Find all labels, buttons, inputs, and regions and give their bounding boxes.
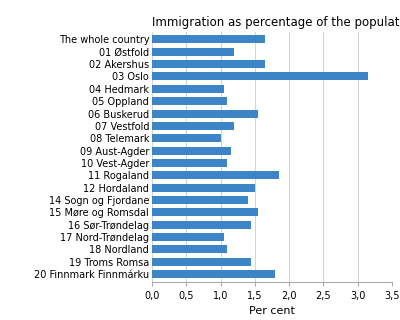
Bar — [152, 233, 224, 241]
Bar — [152, 85, 224, 93]
Bar — [152, 36, 265, 44]
Bar — [152, 208, 258, 216]
Bar — [152, 171, 279, 179]
Bar — [152, 258, 252, 266]
Bar — [152, 184, 255, 192]
Bar — [152, 196, 248, 204]
Bar — [152, 147, 231, 155]
Bar — [152, 245, 228, 253]
Bar — [152, 60, 265, 68]
Bar — [152, 109, 258, 117]
Bar — [152, 134, 220, 142]
Bar — [152, 97, 228, 105]
Bar — [152, 221, 252, 229]
Bar — [152, 122, 234, 130]
Bar — [152, 270, 276, 278]
Bar — [152, 72, 368, 81]
X-axis label: Per cent: Per cent — [249, 306, 295, 316]
Text: Immigration as percentage of the population. 2011: Immigration as percentage of the populat… — [152, 16, 400, 29]
Bar — [152, 159, 228, 167]
Bar — [152, 48, 234, 56]
